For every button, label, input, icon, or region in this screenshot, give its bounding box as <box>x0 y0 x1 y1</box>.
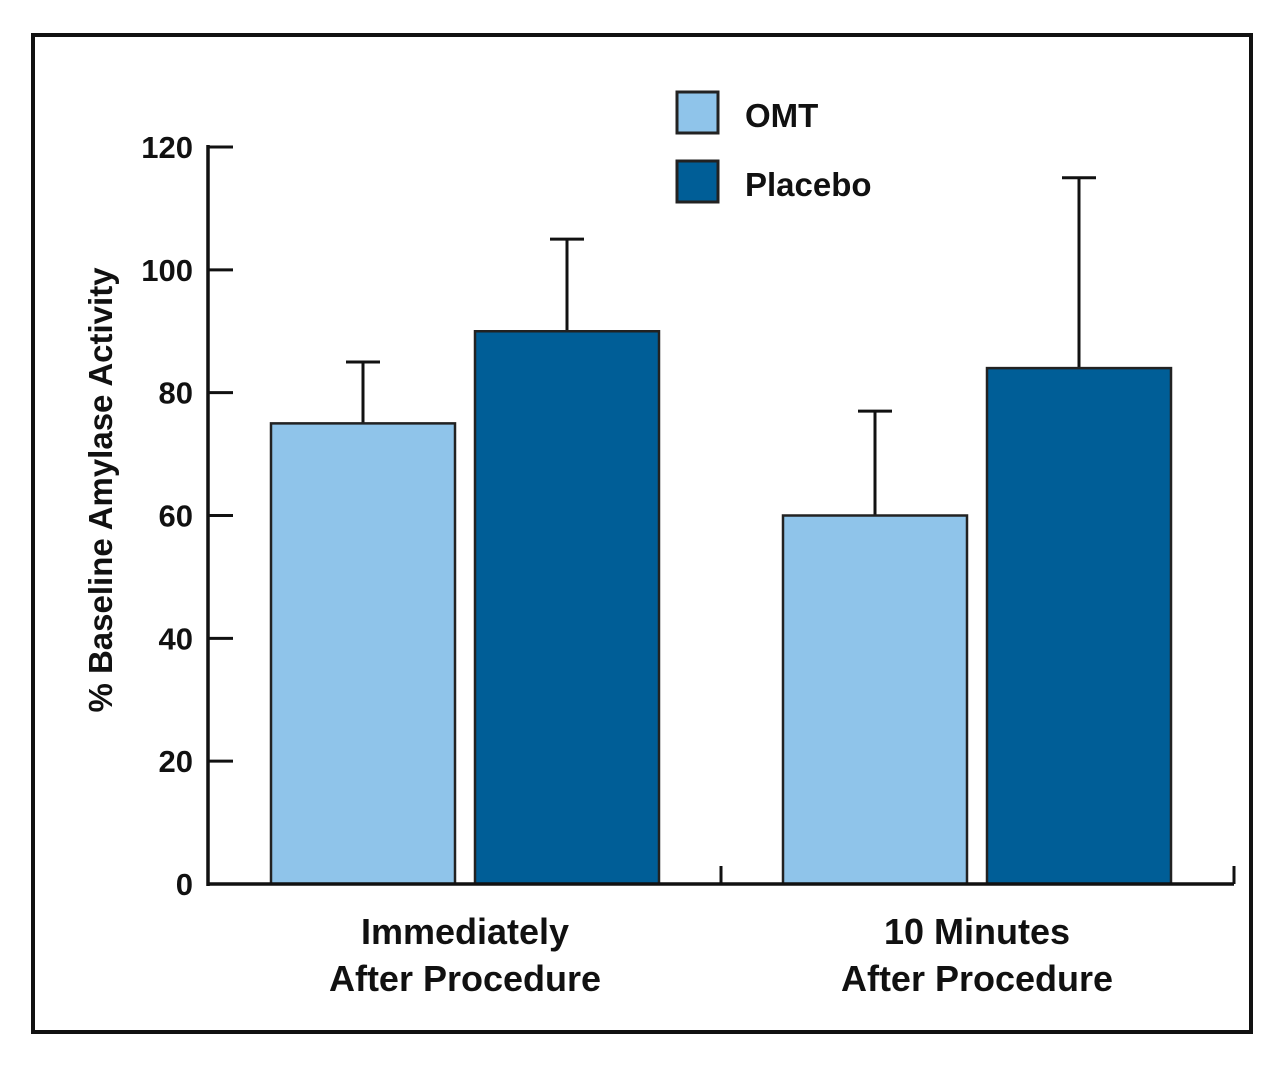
legend-label-omt: OMT <box>745 97 818 134</box>
y-tick-label: 40 <box>159 621 193 656</box>
bar-placebo <box>473 330 661 886</box>
x-tick-label: Immediately <box>361 911 569 952</box>
y-tick-label: 80 <box>159 376 193 411</box>
y-tick-label: 20 <box>159 744 193 779</box>
y-tick-label: 100 <box>141 253 193 288</box>
x-tick-label: After Procedure <box>841 958 1113 999</box>
bar-placebo <box>985 366 1173 886</box>
bar-omt <box>269 422 457 886</box>
legend-swatch-omt <box>675 90 720 135</box>
x-tick-label: After Procedure <box>329 958 601 999</box>
legend-label-placebo: Placebo <box>745 166 872 203</box>
y-axis-label: % Baseline Amylase Activity <box>82 267 119 713</box>
legend-swatch-placebo <box>675 159 720 204</box>
y-tick-label: 120 <box>141 130 193 165</box>
bar-omt <box>781 514 969 886</box>
y-tick-label: 0 <box>176 867 193 902</box>
x-tick-label: 10 Minutes <box>884 911 1070 952</box>
y-tick-label: 60 <box>159 499 193 534</box>
